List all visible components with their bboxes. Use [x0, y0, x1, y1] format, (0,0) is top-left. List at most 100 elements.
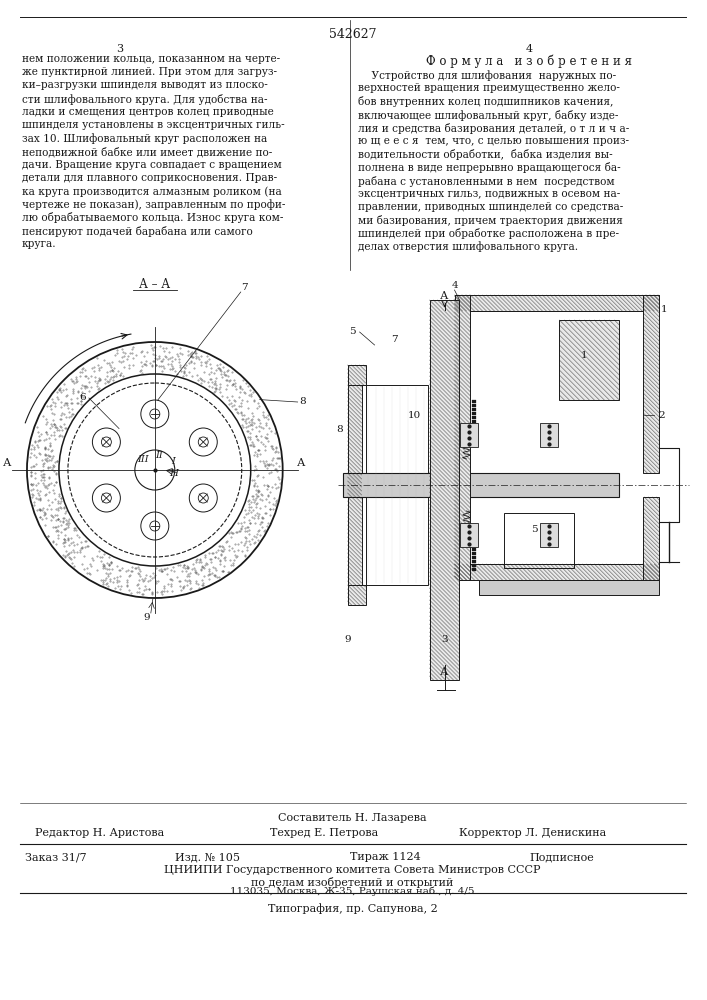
Text: по делам изобретений и открытий: по делам изобретений и открытий: [252, 877, 454, 888]
Text: чертеже не показан), заправленным по профи-: чертеже не показан), заправленным по про…: [22, 199, 286, 210]
Text: ЦНИИПИ Государственного комитета Совета Министров СССР: ЦНИИПИ Государственного комитета Совета …: [164, 865, 541, 875]
Bar: [472, 540, 476, 543]
Text: Типография, пр. Сапунова, 2: Типография, пр. Сапунова, 2: [268, 903, 438, 914]
Text: 1: 1: [581, 351, 588, 360]
Text: ладки и смещения центров колец приводные: ладки и смещения центров колец приводные: [22, 107, 274, 117]
Bar: [540, 423, 559, 447]
Bar: [472, 416, 476, 419]
Text: 1: 1: [661, 306, 667, 314]
Text: 8: 8: [337, 426, 343, 434]
Text: же пунктирной линией. При этом для загруз-: же пунктирной линией. При этом для загру…: [22, 67, 277, 77]
Bar: [455, 295, 470, 580]
Text: 9: 9: [144, 613, 150, 622]
Text: ми базирования, причем траектория движения: ми базирования, причем траектория движен…: [358, 215, 622, 226]
Text: пенсируют подачей барабана или самого: пенсируют подачей барабана или самого: [22, 226, 252, 237]
Bar: [479, 580, 659, 595]
Bar: [472, 400, 476, 403]
Text: Заказ 31/7: Заказ 31/7: [25, 852, 86, 862]
Text: 9: 9: [344, 636, 351, 645]
Bar: [348, 385, 361, 585]
Text: шпинделей при обработке расположена в пре-: шпинделей при обработке расположена в пр…: [358, 228, 619, 239]
Bar: [472, 568, 476, 571]
Text: А: А: [440, 291, 449, 301]
Text: ка круга производится алмазным роликом (на: ка круга производится алмазным роликом (…: [22, 186, 281, 197]
Bar: [472, 548, 476, 551]
Bar: [455, 564, 659, 580]
Text: 10: 10: [408, 410, 421, 420]
Text: Составитель Н. Лазарева: Составитель Н. Лазарева: [279, 813, 427, 823]
Text: полнена в виде непрерывно вращающегося ба-: полнена в виде непрерывно вращающегося б…: [358, 162, 620, 173]
Text: неподвижной бабке или имеет движение по-: неподвижной бабке или имеет движение по-: [22, 146, 272, 157]
Bar: [472, 556, 476, 559]
Text: 3: 3: [441, 636, 448, 645]
Text: А: А: [296, 458, 305, 468]
Text: включающее шлифовальный круг, бабку изде-: включающее шлифовальный круг, бабку изде…: [358, 110, 618, 121]
Text: эксцентричных гильз, подвижных в осевом на-: эксцентричных гильз, подвижных в осевом …: [358, 189, 620, 199]
Text: правлении, приводных шпинделей со средства-: правлении, приводных шпинделей со средст…: [358, 202, 623, 212]
Text: 8: 8: [299, 397, 306, 406]
Text: водительности обработки,  бабка изделия вы-: водительности обработки, бабка изделия в…: [358, 149, 612, 160]
Bar: [472, 404, 476, 407]
Text: лия и средства базирования деталей, о т л и ч а-: лия и средства базирования деталей, о т …: [358, 123, 629, 134]
Text: Подписное: Подписное: [530, 852, 594, 862]
Text: верхностей вращения преимущественно жело-: верхностей вращения преимущественно жело…: [358, 83, 619, 93]
Text: А: А: [440, 667, 449, 677]
Bar: [472, 560, 476, 563]
Bar: [348, 365, 366, 385]
Text: лю обрабатываемого кольца. Износ круга ком-: лю обрабатываемого кольца. Износ круга к…: [22, 212, 284, 223]
Text: 7: 7: [241, 282, 248, 292]
Bar: [460, 423, 479, 447]
Bar: [643, 497, 659, 580]
Text: зах 10. Шлифовальный круг расположен на: зах 10. Шлифовальный круг расположен на: [22, 133, 267, 144]
Bar: [472, 408, 476, 411]
Text: 3: 3: [117, 44, 124, 54]
Bar: [472, 564, 476, 567]
Text: Редактор Н. Аристова: Редактор Н. Аристова: [35, 828, 164, 838]
Text: А – А: А – А: [139, 278, 170, 291]
Bar: [472, 420, 476, 423]
Bar: [505, 513, 574, 568]
Bar: [472, 552, 476, 555]
Bar: [348, 585, 366, 605]
Text: 542627: 542627: [329, 28, 376, 41]
Text: сти шлифовального круга. Для удобства на-: сти шлифовального круга. Для удобства на…: [22, 94, 267, 105]
Bar: [472, 544, 476, 547]
Text: Корректор Л. Денискина: Корректор Л. Денискина: [460, 828, 607, 838]
Text: 113035, Москва, Ж-35, Раушская наб., д. 4/5: 113035, Москва, Ж-35, Раушская наб., д. …: [230, 887, 475, 896]
Bar: [343, 473, 619, 497]
Text: шпинделя установлены в эксцентричных гиль-: шпинделя установлены в эксцентричных гил…: [22, 120, 285, 130]
Text: Устройство для шлифования  наружных по-: Устройство для шлифования наружных по-: [358, 70, 616, 81]
Text: 4: 4: [526, 44, 533, 54]
Text: дачи. Вращение круга совпадает с вращением: дачи. Вращение круга совпадает с вращени…: [22, 160, 281, 170]
Text: Тираж 1124: Тираж 1124: [350, 852, 421, 862]
Bar: [472, 428, 476, 431]
Text: рабана с установленными в нем  посредством: рабана с установленными в нем посредство…: [358, 176, 614, 187]
Bar: [366, 385, 428, 585]
Text: Изд. № 105: Изд. № 105: [175, 852, 240, 862]
Text: детали для плавного соприкосновения. Прав-: детали для плавного соприкосновения. Пра…: [22, 173, 277, 183]
Text: Техред Е. Петрова: Техред Е. Петрова: [269, 828, 378, 838]
Text: круга.: круга.: [22, 239, 57, 249]
Text: А: А: [3, 458, 11, 468]
Bar: [540, 523, 559, 547]
Text: 7: 7: [391, 336, 398, 344]
Text: 5: 5: [349, 328, 356, 336]
Text: Ф о р м у л а   и з о б р е т е н и я: Ф о р м у л а и з о б р е т е н и я: [426, 54, 633, 68]
Text: ю щ е е с я  тем, что, с целью повышения произ-: ю щ е е с я тем, что, с целью повышения …: [358, 136, 629, 146]
Text: 2: 2: [658, 410, 665, 420]
Text: ки–разгрузки шпинделя выводят из плоско-: ки–разгрузки шпинделя выводят из плоско-: [22, 80, 268, 90]
Text: III: III: [137, 456, 148, 464]
Bar: [455, 295, 659, 311]
Text: H: H: [169, 468, 178, 478]
Text: делах отверстия шлифовального круга.: делах отверстия шлифовального круга.: [358, 242, 578, 252]
Text: нем положении кольца, показанном на черте-: нем положении кольца, показанном на черт…: [22, 54, 280, 64]
Bar: [472, 424, 476, 427]
Bar: [430, 300, 460, 680]
Text: I: I: [171, 458, 175, 466]
Text: II: II: [155, 450, 163, 460]
Text: 4: 4: [451, 280, 458, 290]
Bar: [559, 320, 619, 400]
Bar: [460, 523, 479, 547]
Bar: [472, 412, 476, 415]
Text: 5: 5: [531, 526, 538, 534]
